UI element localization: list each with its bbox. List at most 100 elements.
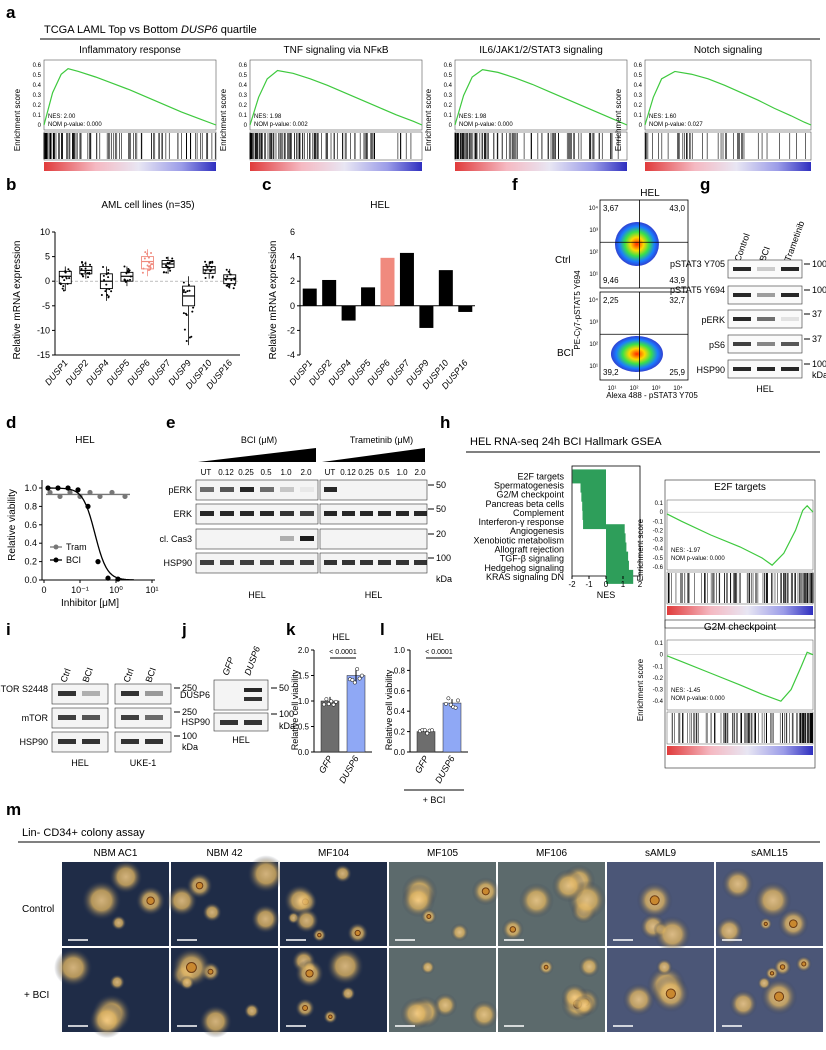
panel-b-point-1 bbox=[81, 261, 84, 264]
panel-g-marker-2: 37 bbox=[812, 309, 822, 319]
panel-b-point-4 bbox=[144, 251, 147, 254]
panel-m-colony-core-4-0 bbox=[509, 926, 517, 933]
panel-i-row-1: mTOR bbox=[22, 713, 49, 723]
panel-e-tram-triangle bbox=[322, 448, 425, 462]
panel-h-gsea-nes-0: NES: -1.97 bbox=[671, 548, 701, 554]
panel-m-colony-core-3-0 bbox=[481, 887, 490, 896]
gsea-a-frame-2 bbox=[454, 59, 628, 131]
panel-i-marker-0: 250 bbox=[182, 683, 197, 693]
panel-d-tram-point-5 bbox=[97, 493, 103, 500]
panel-m-colony-core-2-1 bbox=[305, 969, 314, 978]
gsea-a-ytick-1-0: 0.6 bbox=[239, 63, 248, 69]
panel-i-band-0-1-0 bbox=[121, 691, 139, 696]
panel-k-xtick-0: GFP bbox=[317, 754, 335, 775]
panel-l-ytick-label-4: 0.2 bbox=[394, 728, 406, 737]
panel-b-point-1 bbox=[86, 272, 89, 275]
panel-l-footer: + BCI bbox=[423, 795, 446, 805]
panel-l-title: HEL bbox=[426, 632, 444, 642]
panel-k-bars: 2.0 1.5 1.0 0.5 0.0 GFP DUSP6 < 0.0001 bbox=[298, 646, 372, 785]
panel-h-pathway-11: KRAS signaling DN bbox=[486, 572, 564, 582]
panel-b-point-1 bbox=[80, 268, 83, 271]
panel-m-colony-3-1 bbox=[469, 1000, 499, 1029]
panel-e-frame-bci-1 bbox=[195, 503, 319, 525]
panel-d-xtick-label-3: 10¹ bbox=[145, 585, 158, 595]
panel-c-bar-0 bbox=[302, 288, 317, 306]
panel-e-band-bci-3-0 bbox=[200, 560, 214, 565]
panel-b-point-5 bbox=[166, 266, 169, 269]
panel-label-h: h bbox=[440, 413, 450, 432]
panel-e-kda: kDa bbox=[436, 574, 452, 584]
gsea-a-ytick-3-2: 0.4 bbox=[634, 83, 643, 89]
panel-e-band-tram-1-0 bbox=[324, 511, 337, 516]
panel-d-title: HEL bbox=[75, 435, 95, 446]
panel-b-point-2 bbox=[104, 290, 107, 293]
panel-m-colonies: NBM AC1 NBM 42 MF104 MF105 MF106 sAML9 sAML15 bbox=[54, 848, 823, 1039]
panel-h-xtick-label-3: 1 bbox=[621, 580, 626, 589]
gsea-a-ylabel-0: Enrichment score bbox=[13, 88, 22, 151]
panel-m-colony-core-6-0 bbox=[788, 919, 798, 929]
panel-i-frame-0-0 bbox=[51, 683, 109, 705]
gsea-a-ytick-3-4: 0.2 bbox=[634, 103, 643, 109]
gsea-a-rankbar-2 bbox=[455, 162, 627, 171]
panel-b-point-5 bbox=[168, 261, 171, 264]
panel-k-ytick-label-3: 0.5 bbox=[298, 723, 310, 732]
panel-e-frame-tram-0 bbox=[319, 479, 428, 501]
panel-d-tram-point-2 bbox=[67, 489, 73, 496]
panel-k-dot-1 bbox=[357, 676, 362, 681]
gsea-a-curve-2 bbox=[454, 68, 628, 126]
panel-b-point-1 bbox=[87, 276, 90, 279]
panel-f-xlabel: Alexa 488 - pSTAT3 Y705 bbox=[606, 391, 698, 400]
panel-m-sample-4: MF106 bbox=[536, 848, 568, 859]
panel-e-band-bci-0-0 bbox=[200, 487, 214, 492]
panel-b-point-8 bbox=[230, 279, 233, 282]
panel-b-point-3 bbox=[127, 268, 130, 271]
panel-c-ylabel: Relative mRNA expression bbox=[268, 241, 279, 360]
panel-k-pval: < 0.0001 bbox=[329, 649, 357, 656]
panel-m-colony-core-0-0 bbox=[146, 896, 155, 905]
panel-g-row-1: pSTAT5 Y694 bbox=[670, 285, 725, 295]
panel-e-band-bci-3-1 bbox=[220, 560, 234, 565]
gsea-a-title-1: TNF signaling via NFκB bbox=[283, 45, 388, 56]
panel-g-marker-4: 100 bbox=[812, 359, 826, 369]
panel-g-band-4-2 bbox=[781, 367, 799, 371]
panel-e-band-bci-2-4 bbox=[280, 536, 294, 541]
gsea-a-ylabel-3: Enrichment score bbox=[614, 88, 623, 151]
panel-d-tram-point-0 bbox=[47, 489, 53, 496]
panel-i-band-2-0-1 bbox=[82, 739, 100, 744]
panel-b-point-1 bbox=[88, 271, 91, 274]
panel-g-band-4-0 bbox=[733, 367, 751, 371]
panel-l-ytick-label-5: 0.0 bbox=[394, 748, 406, 757]
panel-j-row-0: DUSP6 bbox=[180, 690, 210, 700]
panel-h-gsea-frame-1 bbox=[666, 639, 814, 711]
panel-i-band-1-0-0 bbox=[58, 715, 76, 720]
panel-b-point-7 bbox=[203, 272, 206, 275]
panel-e-band-bci-1-5 bbox=[300, 511, 314, 516]
panel-b-point-6 bbox=[182, 290, 185, 293]
gsea-a-ytick-3-1: 0.5 bbox=[634, 73, 643, 79]
panel-e-band-tram-3-3 bbox=[378, 560, 391, 565]
panel-g-band-0-1 bbox=[757, 267, 775, 271]
panel-a-header: TCGA LAML Top vs Bottom DUSP6 quartile bbox=[44, 24, 257, 36]
panel-a-gsea-group: Inflammatory response Enrichment score 0.6… bbox=[13, 45, 812, 171]
panel-g-lane-frame-0 bbox=[727, 259, 803, 279]
panel-b-point-4 bbox=[149, 266, 152, 269]
panel-m-colony-0-1 bbox=[89, 1002, 125, 1039]
panel-d-bci-point-5 bbox=[95, 559, 101, 565]
panel-k-dot-0 bbox=[331, 702, 336, 707]
gsea-a-rankbar-0 bbox=[44, 162, 216, 171]
panel-b-point-8 bbox=[232, 287, 235, 290]
panel-b-point-6 bbox=[186, 290, 189, 293]
panel-b-point-2 bbox=[102, 265, 105, 268]
panel-b-point-3 bbox=[129, 278, 132, 281]
panel-g-band-0-0 bbox=[733, 267, 751, 271]
panel-d-bci-point-7 bbox=[115, 576, 121, 582]
panel-h-xtick-label-4: 2 bbox=[638, 580, 643, 589]
panel-c-title: HEL bbox=[370, 200, 390, 211]
panel-m-colony-2-0 bbox=[333, 864, 352, 883]
panel-d-bci-point-0 bbox=[45, 485, 51, 491]
panel-b-point-6 bbox=[188, 289, 191, 292]
panel-e-lane-tram-0: UT bbox=[325, 468, 336, 477]
panel-b-ytick-label-5: -15 bbox=[37, 350, 50, 360]
panel-h-bar-11 bbox=[606, 569, 634, 584]
